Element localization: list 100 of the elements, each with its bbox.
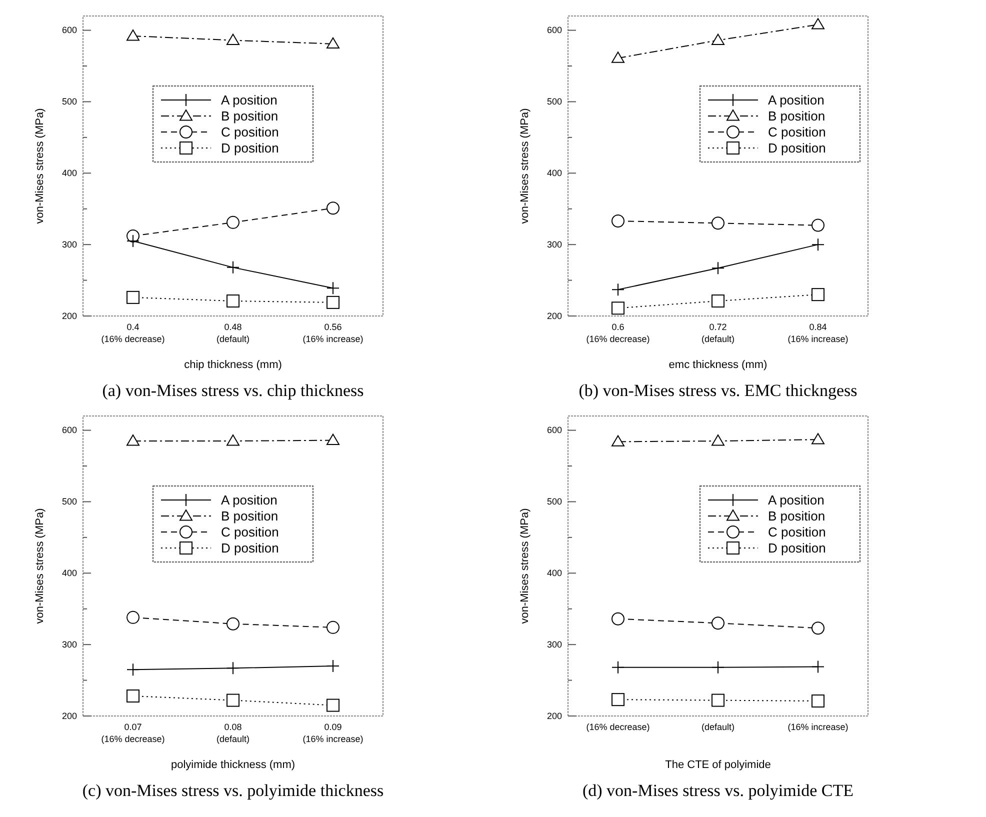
point (326, 434, 340, 445)
point (226, 434, 240, 446)
y-tick-label: 600 (546, 25, 562, 36)
point (326, 296, 340, 309)
text: (c) von-Mises stress vs. polyimide thickness (82, 781, 384, 800)
legend-label: C position (768, 124, 826, 140)
point (326, 282, 340, 295)
legend-label: B position (768, 508, 826, 524)
legend-label: A position (221, 492, 278, 508)
y-tick-label: 500 (62, 96, 77, 107)
x-tick-label: 0.72 (default) (701, 322, 735, 344)
point (326, 202, 340, 215)
x-tick-label: 0.09 (16% increase) (302, 722, 364, 744)
legend-label: B position (768, 108, 826, 124)
x-tick-label: (default) (701, 722, 735, 732)
text: (d) von-Mises stress vs. polyimide CTE (582, 781, 854, 800)
point (126, 290, 140, 304)
x-tick-label: 0.84 (16% increase) (788, 322, 848, 344)
y-tick-label: 400 (62, 568, 77, 578)
legend-label: D position (221, 540, 279, 556)
y-tick-label: 300 (546, 239, 562, 250)
y-tick-label: 600 (546, 425, 562, 436)
point (126, 690, 140, 702)
point (226, 662, 240, 675)
point (226, 34, 240, 45)
y-tick-label: 200 (546, 310, 562, 321)
point (612, 612, 624, 626)
point (326, 660, 340, 672)
point (326, 698, 340, 712)
y-tick-label: 300 (546, 639, 562, 650)
point (612, 435, 624, 446)
y-tick-label: 600 (62, 425, 77, 436)
y-axis-title: von-Mises stress (MPa) (519, 508, 531, 624)
point (126, 30, 140, 41)
point (812, 18, 824, 30)
legend-label: B position (221, 108, 278, 124)
y-tick-label: 500 (546, 496, 562, 507)
y-tick-label: 400 (546, 168, 562, 178)
point (126, 234, 140, 248)
point (226, 260, 240, 274)
point (812, 238, 824, 252)
point (712, 660, 724, 674)
point (612, 660, 624, 674)
y-tick-label: 200 (62, 310, 77, 321)
x-tick-label: (16% decrease) (586, 722, 650, 732)
point (126, 434, 140, 446)
legend-label: B position (221, 508, 278, 524)
point (712, 216, 724, 230)
y-tick-label: 300 (62, 639, 77, 650)
point (712, 616, 724, 630)
y-tick-label: 200 (62, 710, 77, 721)
point (226, 694, 240, 707)
x-axis-title: chip thickness (mm) (184, 359, 282, 371)
x-axis-title: The CTE of polyimide (665, 759, 771, 771)
y-tick-label: 400 (62, 168, 77, 178)
legend-label: C position (221, 124, 279, 140)
x-tick-label: 0.07 (16% decrease) (101, 722, 165, 744)
point (812, 660, 824, 674)
point (226, 617, 240, 630)
text: (b) von-Mises stress vs. EMC thickngess (578, 381, 858, 400)
point (612, 302, 624, 315)
legend-label: D position (768, 140, 826, 156)
point (712, 34, 724, 45)
legend-label: A position (768, 92, 824, 108)
x-tick-label: 0.08 (default) (216, 722, 250, 744)
point (812, 694, 824, 708)
point (326, 37, 340, 49)
point (226, 294, 240, 308)
legend-label: C position (221, 524, 279, 540)
y-axis-title: von-Mises stress (MPa) (519, 108, 531, 224)
y-axis-title: von-Mises stress (MPa) (34, 508, 46, 624)
point (126, 663, 140, 676)
point (612, 52, 624, 63)
point (126, 610, 140, 624)
legend-label: D position (768, 540, 826, 556)
point (712, 434, 724, 446)
point (712, 294, 724, 308)
x-axis-title: emc thickness (mm) (668, 359, 768, 371)
point (612, 693, 624, 706)
x-tick-label: 0.56 (16% increase) (302, 322, 364, 344)
point (812, 433, 824, 444)
legend-label: D position (221, 140, 279, 156)
point (812, 622, 824, 635)
point (812, 218, 824, 232)
legend-label: A position (768, 492, 824, 508)
y-tick-label: 500 (62, 496, 77, 507)
x-tick-label: 0.6 (16% decrease) (586, 322, 650, 344)
point (712, 694, 724, 707)
point (712, 262, 724, 275)
point (812, 288, 824, 302)
y-tick-label: 300 (62, 239, 77, 250)
y-tick-label: 600 (62, 25, 77, 36)
x-tick-label: (16% increase) (788, 722, 848, 732)
y-tick-label: 400 (546, 568, 562, 578)
point (326, 620, 340, 634)
legend-label: C position (768, 524, 826, 540)
point (612, 283, 624, 296)
point (226, 216, 240, 229)
text: (a) von-Mises stress vs. chip thickness (102, 381, 364, 400)
legend-label: A position (221, 92, 278, 108)
